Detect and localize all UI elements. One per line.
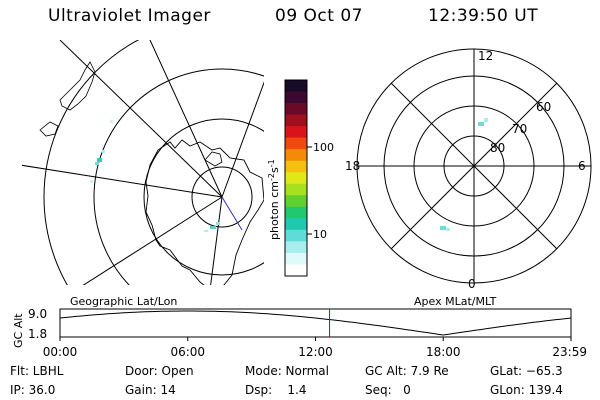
aurora-left (90, 120, 220, 232)
coast-island-3 (204, 151, 223, 167)
ip-status: IP: 36.0 (10, 383, 56, 397)
colorbar-tick-label-10: 10 (313, 228, 327, 241)
mlat-label-60: 60 (536, 100, 551, 114)
dsp-status: Dsp: 1.4 (245, 383, 307, 397)
colorbar-band (285, 252, 307, 265)
date-label: 09 Oct 07 (275, 6, 363, 26)
altitude-curve (59, 310, 572, 336)
altitude-xtick-label: 12:00 (298, 345, 333, 359)
coast-island-2 (39, 121, 59, 137)
polar-plot (356, 48, 592, 284)
lat-circle-2 (143, 118, 264, 276)
colorbar-band (285, 103, 307, 116)
gc-alt-status: GC Alt: 7.9 Re (365, 364, 449, 378)
mlt-label-12: 12 (478, 49, 493, 63)
mlat-label-70: 70 (512, 122, 527, 136)
altitude-xtick-label: 18:00 (426, 345, 461, 359)
lat-circle-3 (93, 68, 264, 285)
meridian-4 (221, 81, 264, 198)
meridian-5 (210, 196, 223, 285)
colorbar-band (285, 137, 307, 150)
glat-status: GLat: −65.3 (490, 364, 563, 378)
mlat-label-80: 80 (490, 141, 505, 155)
altitude-xtick-label: 06:00 (170, 345, 205, 359)
altitude-xtick-label: 23:59 (552, 345, 587, 359)
mlt-label-0: 0 (468, 277, 476, 291)
mlt-label-18: 18 (345, 159, 360, 173)
polar-diag-2 (390, 82, 558, 250)
colorbar-band (285, 91, 307, 104)
lat-circle-1 (191, 166, 253, 228)
colorbar-band (285, 183, 307, 196)
colorbar-band (285, 218, 307, 231)
colorbar-band (285, 206, 307, 219)
colorbar-unit-label: photon cm-2s-1 (267, 159, 281, 240)
colorbar-band (285, 114, 307, 127)
meridian-1 (22, 164, 223, 198)
meridian-2 (82, 196, 223, 285)
colorbar-frame (284, 79, 308, 277)
time-label: 12:39:50 UT (428, 6, 539, 26)
colorbar-band (285, 264, 307, 277)
mode-status: Mode: Normal (245, 364, 329, 378)
colorbar-band (285, 149, 307, 162)
glon-status: GLon: 139.4 (490, 383, 563, 397)
seq-status: Seq: 0 (365, 383, 411, 397)
antarctica-coast (145, 139, 264, 285)
colorbar-band (285, 241, 307, 254)
meridian-6 (59, 40, 223, 198)
altitude-xtick-label: 00:00 (43, 345, 78, 359)
altitude-ylabel: GC Alt (12, 313, 25, 348)
colorbar-band (285, 80, 307, 93)
right-panel-label: Apex MLat/MLT (414, 295, 497, 308)
mlt-label-6: 6 (578, 159, 586, 173)
colorbar-band (285, 126, 307, 139)
gain-status: Gain: 14 (125, 383, 176, 397)
geographic-map (22, 40, 264, 285)
altitude-xticks: 00:00 06:00 12:00 18:00 23:59 (43, 337, 587, 359)
colorbar (285, 80, 307, 277)
instrument-title: Ultraviolet Imager (48, 6, 211, 26)
colorbar-band (285, 160, 307, 173)
altitude-ytick-top: 9.0 (28, 307, 47, 321)
sun-line (221, 196, 243, 231)
altitude-frame (59, 308, 572, 338)
altitude-ytick-bottom: 1.8 (28, 327, 47, 341)
aurora-right (440, 118, 488, 231)
filter-status: Flt: LBHL (10, 364, 64, 378)
meridian-3 (149, 40, 223, 198)
coast-island-1 (59, 61, 96, 111)
colorbar-band (285, 229, 307, 242)
colorbar-band (285, 195, 307, 208)
left-panel-label: Geographic Lat/Lon (70, 295, 177, 308)
colorbar-tick-label-100: 100 (313, 141, 334, 154)
colorbar-band (285, 172, 307, 185)
door-status: Door: Open (125, 364, 194, 378)
lat-circle-4 (43, 40, 140, 285)
